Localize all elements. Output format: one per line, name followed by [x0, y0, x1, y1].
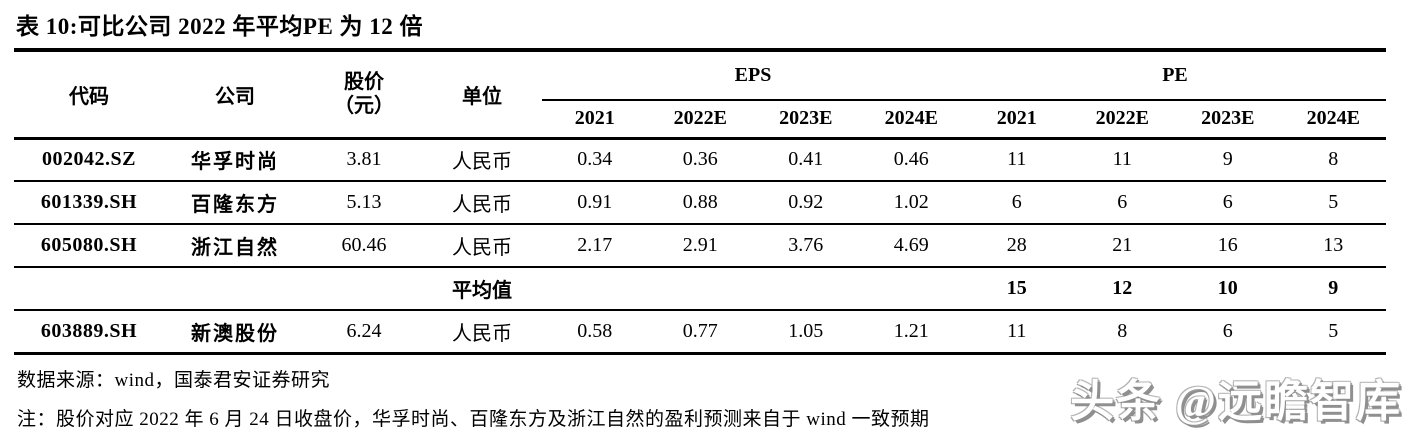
eps-value-cell: 0.36	[682, 148, 718, 171]
pe-year-header: 2022E	[1095, 107, 1149, 130]
pe-value-cell: 5	[1328, 319, 1339, 342]
eps-value-cell: 1.21	[893, 319, 929, 342]
col-header-price: 股价 （元）	[306, 52, 422, 138]
price-cell	[306, 267, 422, 310]
unit-cell: 人民币	[452, 237, 512, 259]
eps-value-cell: 0.77	[682, 319, 718, 342]
eps-value-cell	[648, 267, 754, 310]
price-cell: 3.81	[346, 148, 382, 171]
code-cell: 002042.SZ	[42, 148, 136, 171]
pe-year-header: 2024E	[1306, 107, 1360, 130]
group-header-eps: EPS	[542, 52, 964, 101]
pe-value-cell: 16	[1217, 234, 1238, 256]
eps-value-cell	[859, 267, 965, 310]
pe-average-cell: 10	[1217, 277, 1238, 299]
pe-value-cell: 13	[1323, 234, 1344, 256]
table-row: 002042.SZ 华孚时尚 3.81 人民币 0.34 0.36 0.41 0…	[14, 138, 1386, 181]
eps-value-cell: 0.91	[577, 191, 613, 213]
company-cell: 百隆东方	[191, 194, 279, 216]
pe-value-cell: 9	[1222, 148, 1233, 171]
eps-value-cell: 0.88	[682, 191, 718, 213]
company-cell: 新澳股份	[191, 322, 279, 345]
code-cell	[14, 267, 164, 310]
eps-value-cell: 0.34	[577, 148, 613, 171]
eps-value-cell	[542, 267, 648, 310]
pe-value-cell: 6	[1117, 191, 1128, 213]
eps-value-cell: 2.91	[682, 234, 718, 256]
eps-value-cell: 0.41	[788, 148, 824, 171]
eps-value-cell: 2.17	[577, 234, 613, 256]
company-cell: 浙江自然	[191, 237, 279, 259]
pe-value-cell: 11	[1007, 319, 1027, 342]
price-header-line1: 股价	[344, 71, 384, 94]
price-cell: 5.13	[346, 191, 382, 213]
price-header-line2: （元）	[334, 95, 394, 118]
eps-value-cell: 3.76	[788, 234, 824, 256]
comparable-companies-table: 代码 公司 股价 （元） 单位 EPS PE 2021 2022E 2023E …	[14, 52, 1386, 355]
eps-value-cell: 1.05	[788, 319, 824, 342]
pe-year-header: 2021	[996, 107, 1037, 130]
eps-value-cell: 0.46	[893, 148, 929, 171]
eps-value-cell	[753, 267, 859, 310]
group-header-pe: PE	[964, 52, 1386, 101]
eps-year-header: 2023E	[779, 107, 833, 130]
pe-value-cell: 5	[1328, 191, 1339, 213]
pe-value-cell: 6	[1011, 191, 1022, 213]
eps-value-cell: 1.02	[893, 191, 929, 213]
pe-value-cell: 8	[1117, 319, 1128, 342]
eps-year-header: 2021	[574, 107, 615, 130]
eps-value-cell: 4.69	[893, 234, 929, 256]
pe-value-cell: 6	[1222, 191, 1233, 213]
company-cell: 华孚时尚	[191, 151, 279, 174]
code-cell: 603889.SH	[40, 319, 138, 342]
pe-value-cell: 28	[1006, 234, 1027, 256]
unit-cell: 人民币	[452, 322, 512, 345]
eps-value-cell: 0.92	[788, 191, 824, 213]
data-source-line: 数据来源：wind，国泰君安证券研究	[17, 369, 331, 391]
footnote-line: 注：股价对应 2022 年 6 月 24 日收盘价，华孚时尚、百隆东方及浙江自然…	[17, 408, 930, 430]
pe-value-cell: 21	[1112, 234, 1133, 256]
pe-value-cell: 8	[1328, 148, 1339, 171]
price-cell: 6.24	[346, 319, 382, 342]
table-title: 表 10:可比公司 2022 年平均PE 为 12 倍	[14, 5, 1386, 52]
company-cell	[164, 267, 306, 310]
col-header-company: 公司	[215, 85, 255, 108]
pe-value-cell: 11	[1112, 148, 1132, 171]
pe-average-cell: 15	[1006, 277, 1027, 299]
pe-average-cell: 9	[1328, 277, 1339, 299]
pe-year-header: 2023E	[1201, 107, 1255, 130]
pe-value-cell: 11	[1007, 148, 1027, 171]
unit-cell: 人民币	[452, 151, 512, 174]
eps-year-header: 2024E	[884, 107, 938, 130]
eps-value-cell: 0.58	[577, 319, 613, 342]
price-cell: 60.46	[341, 234, 387, 256]
watermark: 头条 @远瞻智库	[1070, 377, 1402, 426]
average-label-cell: 平均值	[452, 280, 512, 302]
table-row: 601339.SH 百隆东方 5.13 人民币 0.91 0.88 0.92 1…	[14, 181, 1386, 224]
average-row: 平均值 15 12 10 9	[14, 267, 1386, 310]
code-cell: 605080.SH	[40, 234, 138, 256]
eps-year-header: 2022E	[673, 107, 727, 130]
report-table-section: 表 10:可比公司 2022 年平均PE 为 12 倍 代码 公司 股价 （元）…	[14, 5, 1386, 431]
col-header-code: 代码	[69, 85, 109, 108]
table-row: 605080.SH 浙江自然 60.46 人民币 2.17 2.91 3.76 …	[14, 224, 1386, 267]
table-row: 603889.SH 新澳股份 6.24 人民币 0.58 0.77 1.05 1…	[14, 310, 1386, 353]
col-header-unit: 单位	[462, 85, 502, 108]
unit-cell: 人民币	[452, 194, 512, 216]
pe-value-cell: 6	[1222, 319, 1233, 342]
code-cell: 601339.SH	[40, 191, 138, 213]
pe-average-cell: 12	[1112, 277, 1133, 299]
